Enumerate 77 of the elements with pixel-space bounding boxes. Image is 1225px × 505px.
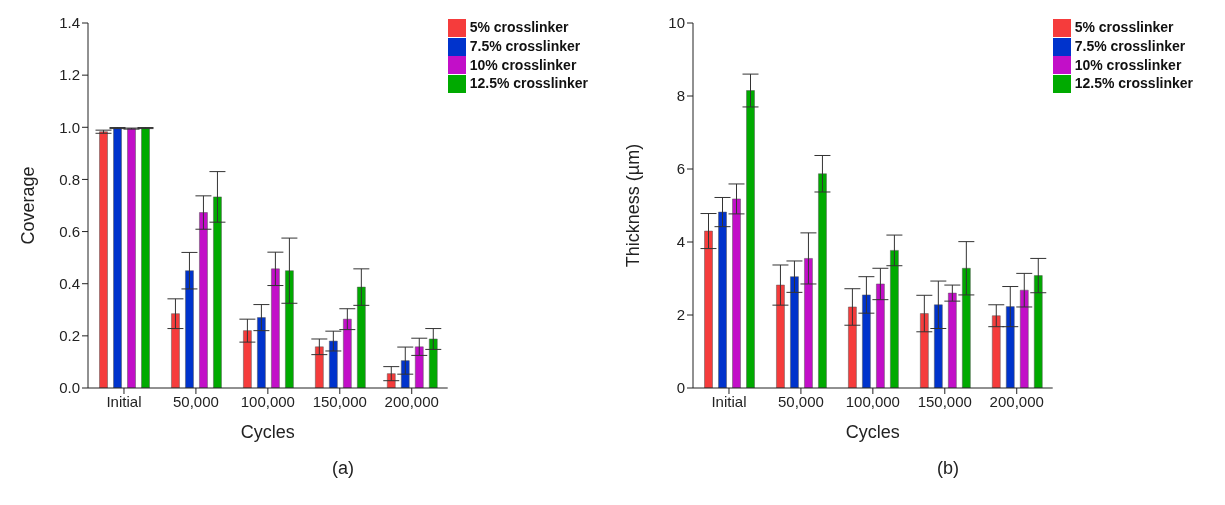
bar	[746, 90, 755, 388]
bar	[934, 304, 943, 388]
bar	[776, 284, 785, 388]
x-tick-label: 150,000	[312, 392, 367, 410]
legend-label: 12.5% crosslinker	[469, 75, 588, 92]
y-tick-label: 1.4	[59, 14, 80, 32]
bar	[401, 360, 410, 388]
bar	[99, 131, 108, 388]
bar	[818, 173, 827, 388]
x-tick-label: 200,000	[384, 392, 439, 410]
x-tick-label: 100,000	[240, 392, 295, 410]
bar	[357, 286, 366, 388]
bar	[804, 258, 813, 388]
bar	[185, 270, 194, 388]
y-tick-label: 8	[676, 87, 685, 105]
x-axis-title: Cycles	[845, 422, 900, 442]
legend-label: 7.5% crosslinker	[469, 37, 581, 54]
legend-label: 5% crosslinker	[1074, 19, 1174, 35]
x-axis-title: Cycles	[240, 422, 295, 442]
bar	[127, 128, 136, 388]
bar	[704, 230, 713, 388]
bar	[848, 306, 857, 388]
bar	[429, 338, 438, 388]
text: (b)	[936, 458, 960, 479]
legend-label: 7.5% crosslinker	[1074, 37, 1186, 54]
x-tick-label: Initial	[711, 392, 747, 410]
x-tick-label: 50,000	[172, 392, 219, 410]
bar	[876, 283, 885, 388]
bar	[1006, 306, 1015, 388]
x-tick-label: 100,000	[845, 392, 900, 410]
bar	[732, 198, 741, 388]
y-tick-label: 0.4	[59, 275, 80, 293]
bar	[113, 127, 122, 388]
y-tick-label: 1.2	[59, 66, 80, 84]
bar	[213, 196, 222, 388]
bar	[329, 340, 338, 388]
y-tick-label: 0.2	[59, 327, 80, 345]
y-tick-label: 4	[676, 233, 685, 251]
bar	[718, 211, 727, 388]
bar	[141, 127, 150, 388]
y-tick-label: 2	[676, 306, 685, 324]
bar	[862, 294, 871, 388]
y-tick-label: 0	[676, 379, 685, 397]
y-tick-label: 0.0	[59, 379, 80, 397]
bar	[199, 212, 208, 388]
bar	[1034, 275, 1043, 388]
bar	[948, 292, 957, 388]
bar	[285, 270, 294, 388]
y-tick-label: 1.0	[59, 118, 80, 136]
bar	[962, 268, 971, 388]
bar	[243, 330, 252, 388]
bar	[171, 313, 180, 388]
bar	[890, 250, 899, 388]
bar	[257, 317, 266, 388]
text: (a)	[331, 458, 355, 479]
y-tick-label: 0.8	[59, 170, 80, 188]
y-tick-label: 6	[676, 160, 685, 178]
y-tick-label: 10	[668, 14, 685, 32]
y-tick-label: 0.6	[59, 222, 80, 240]
x-tick-label: Initial	[106, 392, 142, 410]
bar	[992, 315, 1001, 388]
legend-label: 10% crosslinker	[1074, 56, 1182, 73]
bar	[415, 346, 424, 388]
bar	[315, 346, 324, 388]
y-axis-title: Thickness (µm)	[623, 143, 644, 268]
x-tick-label: 150,000	[917, 392, 972, 410]
y-axis-title: Coverage	[18, 166, 39, 245]
bar	[790, 276, 799, 388]
legend-label: 5% crosslinker	[469, 19, 569, 35]
bar	[1020, 289, 1029, 388]
x-tick-label: 200,000	[989, 392, 1044, 410]
legend-label: 12.5% crosslinker	[1074, 75, 1193, 92]
bar	[343, 318, 352, 388]
bar	[271, 268, 280, 388]
x-tick-label: 50,000	[777, 392, 824, 410]
bar	[920, 313, 929, 388]
legend-label: 10% crosslinker	[469, 56, 577, 73]
